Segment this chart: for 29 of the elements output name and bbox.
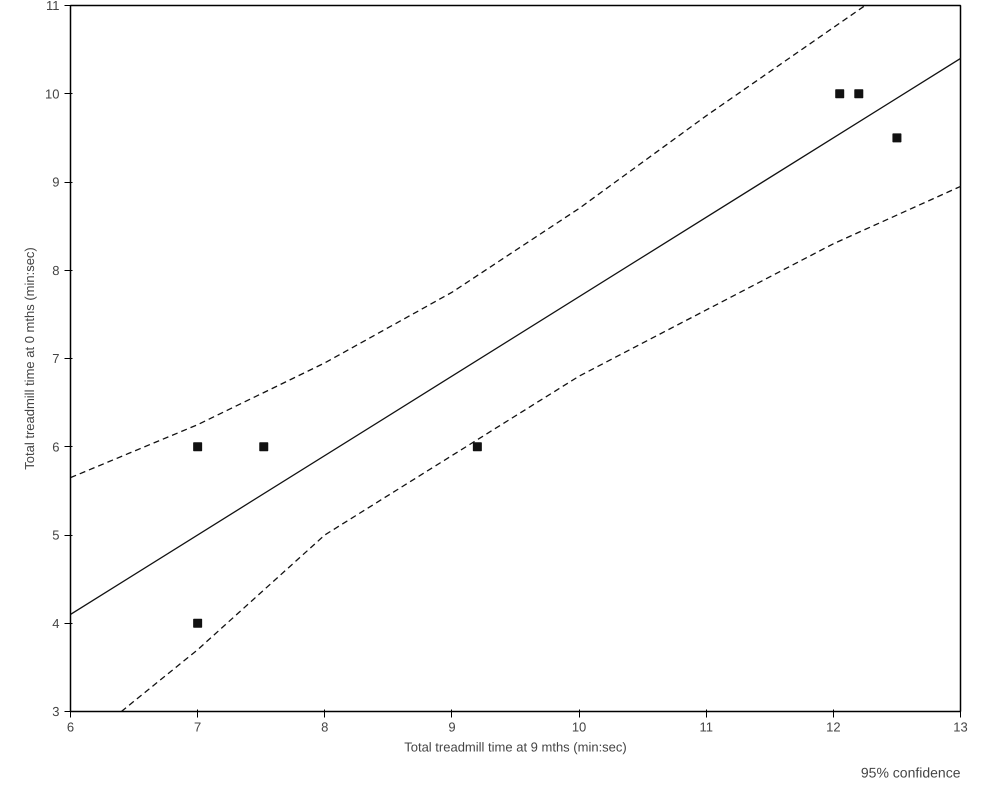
x-tick-label: 13 <box>953 720 968 734</box>
point <box>472 442 482 452</box>
y-tick-label: 7 <box>52 351 60 366</box>
text: 95% confidence <box>860 764 961 780</box>
x-tick-label: 7 <box>194 720 202 734</box>
point <box>193 442 202 452</box>
y-tick-label: 3 <box>52 704 60 719</box>
x-tick-label: 10 <box>572 720 586 734</box>
y-tick-label: 10 <box>45 86 60 102</box>
point <box>854 89 864 98</box>
x-tick-label: 8 <box>321 720 328 734</box>
y-tick-label: 5 <box>52 528 60 542</box>
y-axis-title: Total treadmill time at 0 mths (min:sec) <box>22 247 38 470</box>
x-tick-label: 11 <box>699 720 713 734</box>
line-series <box>120 186 960 712</box>
x-tick-label: 9 <box>448 720 456 734</box>
y-tick-label: 9 <box>52 174 60 190</box>
point <box>835 89 844 98</box>
point <box>892 133 902 142</box>
point <box>193 618 202 628</box>
y-tick-label: 8 <box>52 262 60 278</box>
y-tick-label: 4 <box>52 616 60 631</box>
x-tick-label: 12 <box>826 720 841 734</box>
y-tick-label: 11 <box>46 0 60 13</box>
y-tick-label: 6 <box>52 439 60 454</box>
x-axis-title: Total treadmill time at 9 mths (min:sec) <box>404 740 627 754</box>
line-series <box>70 6 866 478</box>
point <box>259 442 268 452</box>
x-tick-label: 6 <box>66 720 74 734</box>
